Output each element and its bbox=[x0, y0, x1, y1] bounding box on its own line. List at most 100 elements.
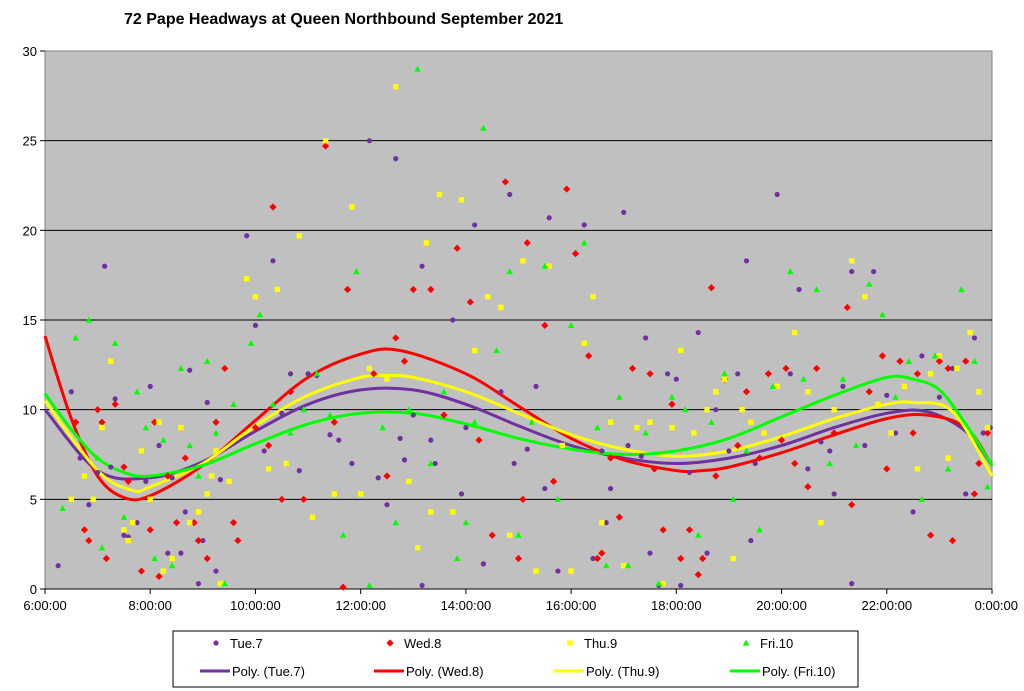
data-point bbox=[879, 311, 886, 318]
data-point bbox=[519, 495, 527, 503]
legend-box bbox=[172, 630, 859, 688]
data-point bbox=[384, 376, 390, 382]
data-point bbox=[726, 448, 732, 454]
data-point bbox=[840, 383, 846, 389]
data-point bbox=[68, 389, 74, 395]
data-point bbox=[208, 473, 215, 479]
data-point bbox=[756, 454, 764, 462]
data-point bbox=[954, 365, 960, 372]
data-point bbox=[72, 418, 80, 426]
data-point bbox=[181, 454, 189, 462]
data-point bbox=[313, 370, 321, 377]
data-point bbox=[918, 495, 926, 502]
data-point bbox=[734, 441, 742, 450]
data-point bbox=[949, 365, 956, 372]
data-point bbox=[243, 276, 250, 282]
data-point bbox=[142, 424, 150, 431]
data-point bbox=[493, 347, 500, 354]
data-point bbox=[129, 519, 136, 526]
x-tick-label: 8:00:00 bbox=[129, 598, 172, 613]
data-point bbox=[971, 335, 978, 341]
data-point bbox=[134, 520, 140, 526]
data-point bbox=[85, 316, 93, 323]
data-point bbox=[366, 582, 373, 589]
data-point bbox=[300, 495, 308, 503]
data-point bbox=[427, 285, 435, 294]
data-point bbox=[849, 581, 855, 587]
data-point bbox=[498, 389, 504, 395]
data-point bbox=[178, 550, 184, 556]
data-point bbox=[480, 124, 487, 131]
data-point bbox=[472, 222, 478, 228]
data-point bbox=[581, 340, 587, 347]
data-point bbox=[546, 263, 552, 269]
data-point bbox=[440, 411, 448, 419]
y-tick-label: 30 bbox=[23, 44, 37, 59]
data-point bbox=[704, 406, 710, 413]
data-point bbox=[305, 371, 311, 377]
data-point bbox=[694, 571, 702, 579]
data-point bbox=[102, 263, 108, 269]
x-tick-label: 14:00:00 bbox=[441, 598, 492, 613]
data-point bbox=[590, 293, 596, 300]
data-point bbox=[730, 555, 737, 562]
data-point bbox=[375, 475, 381, 481]
data-point bbox=[913, 370, 922, 378]
data-point bbox=[392, 334, 400, 342]
data-point bbox=[178, 424, 184, 431]
data-point bbox=[296, 468, 302, 474]
data-point bbox=[480, 561, 487, 567]
data-point bbox=[713, 407, 719, 413]
data-point bbox=[321, 142, 330, 150]
data-point bbox=[804, 483, 812, 491]
data-point bbox=[453, 555, 461, 562]
x-tick-label: 12:00:00 bbox=[335, 598, 386, 613]
y-tick-label: 15 bbox=[23, 313, 37, 328]
data-point bbox=[436, 191, 443, 198]
data-point bbox=[296, 233, 302, 239]
data-point bbox=[261, 448, 267, 454]
data-point bbox=[409, 285, 417, 294]
data-point bbox=[164, 472, 172, 480]
legend-label: Poly. (Thu.9) bbox=[586, 664, 659, 679]
data-point bbox=[370, 370, 378, 378]
data-point bbox=[327, 432, 333, 438]
data-point bbox=[567, 321, 575, 328]
data-point bbox=[673, 376, 679, 382]
data-point bbox=[300, 406, 307, 413]
data-point bbox=[646, 370, 654, 378]
data-point bbox=[194, 536, 203, 545]
data-point bbox=[761, 430, 767, 436]
data-point bbox=[195, 509, 202, 515]
x-tick-label: 0:00:00 bbox=[975, 598, 1018, 613]
data-point bbox=[137, 567, 146, 575]
data-point bbox=[752, 460, 758, 467]
data-point bbox=[331, 491, 338, 497]
data-point bbox=[769, 382, 776, 389]
data-point bbox=[944, 364, 952, 373]
data-point bbox=[628, 364, 637, 373]
x-tick-label: 22:00:00 bbox=[861, 598, 912, 613]
data-point bbox=[948, 536, 957, 545]
data-point bbox=[852, 442, 860, 449]
data-point bbox=[112, 396, 118, 402]
legend-marker bbox=[386, 639, 394, 647]
data-point bbox=[638, 453, 644, 459]
data-point bbox=[247, 339, 255, 346]
data-point bbox=[830, 429, 838, 437]
data-point bbox=[471, 347, 478, 354]
data-point bbox=[975, 459, 983, 468]
data-point bbox=[606, 454, 615, 462]
data-point bbox=[515, 531, 522, 538]
data-point bbox=[182, 509, 188, 515]
data-point bbox=[848, 501, 856, 509]
data-point bbox=[212, 418, 220, 426]
data-point bbox=[910, 509, 916, 515]
data-point bbox=[919, 353, 925, 359]
data-point bbox=[251, 424, 260, 432]
data-point bbox=[581, 239, 588, 246]
legend-label: Poly. (Tue.7) bbox=[232, 664, 305, 679]
data-point bbox=[681, 406, 689, 413]
data-point bbox=[599, 519, 605, 526]
